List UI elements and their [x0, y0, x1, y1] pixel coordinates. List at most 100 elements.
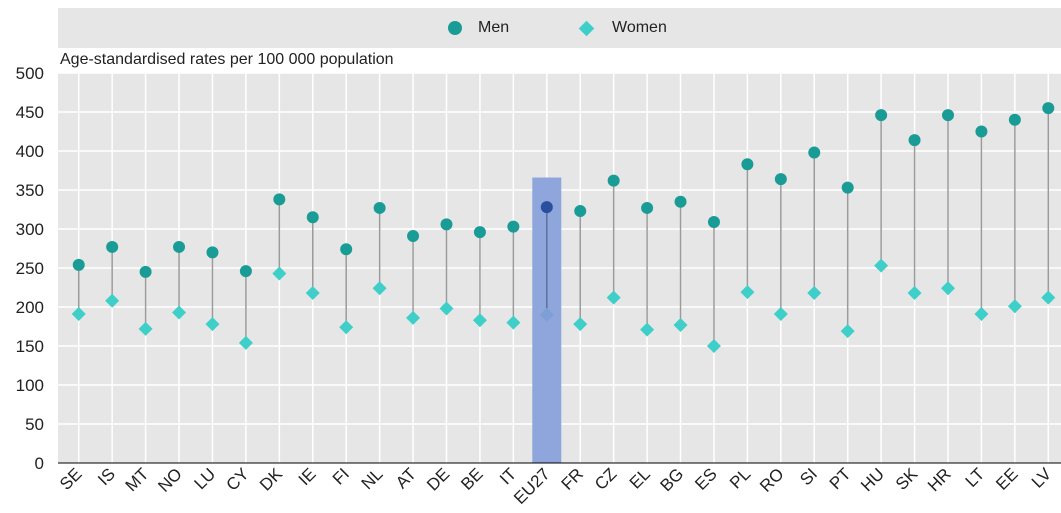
men-point: [373, 201, 386, 214]
women-point: [673, 317, 688, 332]
men-point: [507, 220, 520, 233]
men-point: [407, 230, 420, 243]
men-point: [106, 240, 119, 253]
women-point: [205, 317, 220, 332]
women-point: [974, 307, 989, 322]
y-tick-label: 500: [16, 64, 44, 83]
y-tick-label: 250: [16, 259, 44, 278]
x-tick-label: HR: [924, 464, 955, 495]
women-point: [940, 281, 955, 296]
y-tick-label: 450: [16, 103, 44, 122]
x-tick-label: RO: [756, 464, 787, 495]
women-point: [472, 313, 487, 328]
men-point: [1008, 113, 1021, 126]
men-point: [941, 109, 954, 122]
women-point: [640, 322, 655, 337]
legend-label-women: Women: [612, 19, 667, 36]
men-point: [1042, 102, 1055, 115]
women-point: [840, 324, 855, 339]
men-point: [674, 195, 687, 208]
x-tick-label: FR: [558, 464, 587, 493]
x-tick-label: LT: [962, 464, 989, 491]
x-tick-label: IT: [496, 464, 520, 488]
y-tick-label: 50: [25, 415, 44, 434]
women-point: [706, 339, 721, 353]
men-point: [306, 211, 319, 224]
women-point: [305, 285, 320, 300]
women-point: [439, 301, 454, 316]
women-point: [539, 307, 554, 322]
x-tick-label: PT: [826, 464, 855, 493]
y-tick-label: 300: [16, 220, 44, 239]
x-tick-label: SE: [56, 464, 85, 493]
men-point: [908, 134, 921, 147]
women-point: [740, 285, 755, 300]
men-point: [808, 146, 821, 159]
women-point: [807, 285, 822, 300]
men-point: [440, 218, 453, 231]
women-point: [573, 317, 588, 332]
x-tick-label: FI: [329, 464, 353, 488]
women-point: [372, 281, 387, 296]
men-point: [139, 265, 152, 278]
men-point: [206, 246, 219, 259]
women-point: [138, 321, 153, 336]
y-tick-label: 200: [16, 298, 44, 317]
men-point: [473, 226, 486, 239]
men-point: [340, 243, 353, 256]
x-tick-label: HU: [857, 464, 888, 495]
men-point: [841, 181, 854, 194]
x-tick-label: LV: [1028, 464, 1056, 492]
x-tick-label: SI: [796, 464, 821, 489]
y-axis-label: Age-standardised rates per 100 000 popul…: [60, 51, 394, 68]
men-point: [540, 201, 553, 214]
men-point: [641, 201, 654, 214]
x-tick-label: BE: [457, 464, 486, 493]
men-point: [72, 258, 85, 271]
women-point: [71, 307, 86, 322]
x-tick-label: EE: [992, 464, 1021, 493]
legend-item-women: Women: [578, 8, 667, 48]
x-tick-label: AT: [392, 464, 420, 492]
y-tick-label: 400: [16, 142, 44, 161]
y-tick-label: 350: [16, 181, 44, 200]
legend-item-men: Men: [448, 8, 509, 48]
x-tick-label: ES: [691, 464, 720, 493]
women-point: [339, 320, 354, 335]
x-tick-label: IE: [295, 464, 320, 489]
men-point: [774, 173, 787, 186]
women-point: [606, 290, 621, 305]
women-point: [1007, 299, 1022, 314]
women-point: [506, 315, 521, 330]
men-point: [607, 174, 620, 187]
men-point: [875, 109, 888, 122]
women-point: [874, 258, 889, 273]
women-point: [238, 335, 253, 350]
x-tick-label: BG: [657, 464, 688, 495]
women-point: [172, 305, 187, 320]
men-point: [574, 205, 587, 218]
x-tick-label: MT: [122, 464, 153, 495]
x-tick-label: DE: [423, 464, 453, 494]
legend-marker-men: [448, 21, 462, 35]
y-tick-label: 150: [16, 337, 44, 356]
x-tick-label: CY: [223, 464, 253, 494]
legend-label-men: Men: [478, 19, 510, 36]
x-tick-label: EL: [626, 464, 654, 492]
x-tick-label: IS: [94, 464, 119, 489]
men-point: [707, 215, 720, 228]
x-tick-label: EU27: [510, 464, 554, 508]
men-point: [239, 265, 252, 278]
women-point: [773, 307, 788, 322]
x-tick-label: PL: [726, 464, 754, 492]
x-tick-label: LU: [190, 464, 219, 493]
men-point: [173, 240, 186, 253]
men-point: [741, 158, 754, 171]
women-point: [272, 266, 287, 281]
women-point: [406, 310, 421, 325]
men-point: [273, 193, 286, 206]
women-point: [105, 293, 120, 308]
x-tick-label: NO: [154, 464, 185, 495]
y-tick-label: 100: [16, 376, 44, 395]
